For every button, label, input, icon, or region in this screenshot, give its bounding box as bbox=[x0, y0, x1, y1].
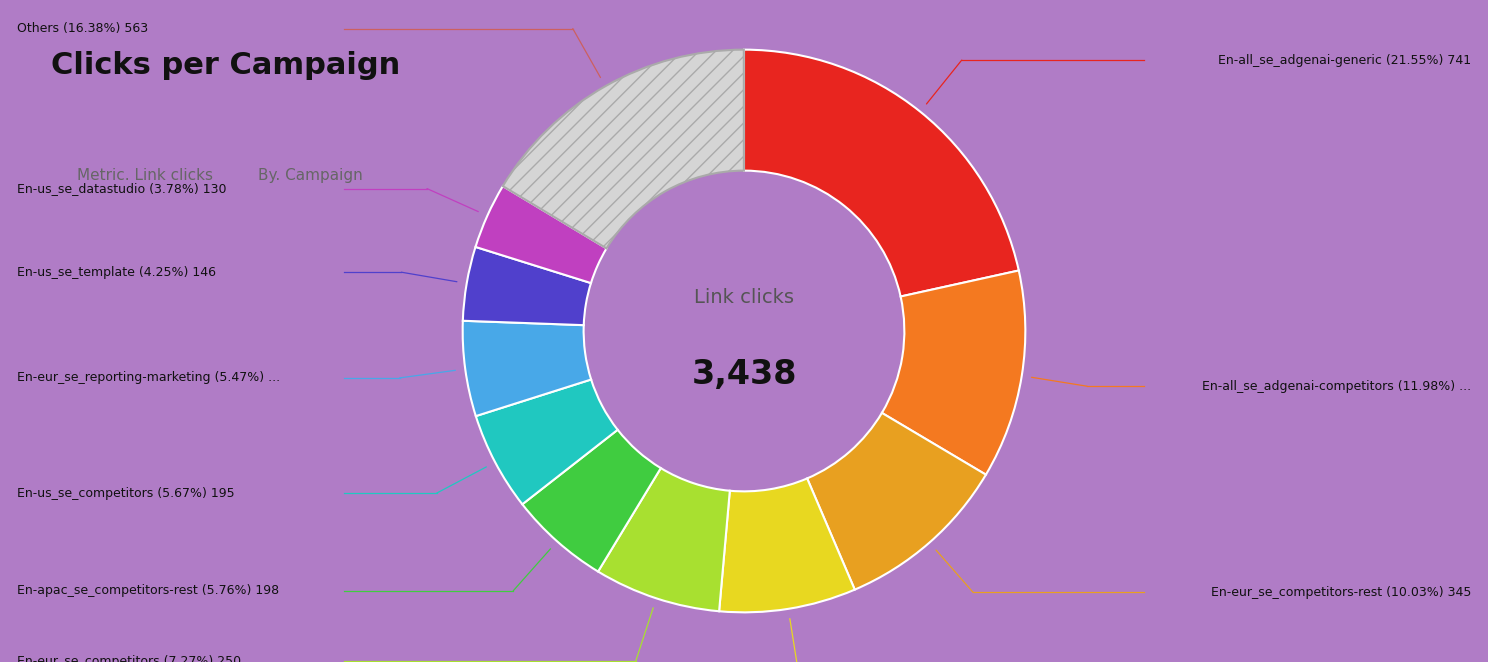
Text: En-us_se_template (4.25%) 146: En-us_se_template (4.25%) 146 bbox=[16, 265, 216, 279]
Text: En-us_se_datastudio (3.78%) 130: En-us_se_datastudio (3.78%) 130 bbox=[16, 182, 226, 195]
Text: By. Campaign: By. Campaign bbox=[259, 167, 363, 183]
Wedge shape bbox=[598, 468, 729, 611]
Text: 3,438: 3,438 bbox=[692, 357, 796, 391]
Text: En-eur_se_reporting-marketing (5.47%) ...: En-eur_se_reporting-marketing (5.47%) ..… bbox=[16, 371, 280, 385]
Text: En-us_se_competitors (5.67%) 195: En-us_se_competitors (5.67%) 195 bbox=[16, 487, 234, 500]
Text: En-all_se_adgenai-generic (21.55%) 741: En-all_se_adgenai-generic (21.55%) 741 bbox=[1219, 54, 1472, 67]
Text: En-eur_se_competitors (7.27%) 250: En-eur_se_competitors (7.27%) 250 bbox=[16, 655, 241, 662]
Wedge shape bbox=[476, 186, 607, 283]
Wedge shape bbox=[806, 413, 987, 590]
Wedge shape bbox=[882, 271, 1025, 475]
Wedge shape bbox=[719, 479, 854, 612]
Text: Link clicks: Link clicks bbox=[693, 289, 795, 307]
Wedge shape bbox=[744, 50, 1019, 297]
Text: Metric. Link clicks: Metric. Link clicks bbox=[77, 167, 213, 183]
Text: En-eur_se_competitors-rest (10.03%) 345: En-eur_se_competitors-rest (10.03%) 345 bbox=[1211, 586, 1472, 599]
Text: Others (16.38%) 563: Others (16.38%) 563 bbox=[16, 22, 147, 35]
Wedge shape bbox=[463, 247, 591, 325]
Wedge shape bbox=[503, 50, 744, 248]
Wedge shape bbox=[463, 321, 591, 416]
Wedge shape bbox=[522, 430, 661, 571]
Wedge shape bbox=[476, 379, 618, 504]
Text: Clicks per Campaign: Clicks per Campaign bbox=[51, 50, 400, 79]
Text: En-all_se_adgenai-competitors (11.98%) ...: En-all_se_adgenai-competitors (11.98%) .… bbox=[1202, 380, 1472, 393]
Text: En-apac_se_competitors-rest (5.76%) 198: En-apac_se_competitors-rest (5.76%) 198 bbox=[16, 585, 278, 597]
